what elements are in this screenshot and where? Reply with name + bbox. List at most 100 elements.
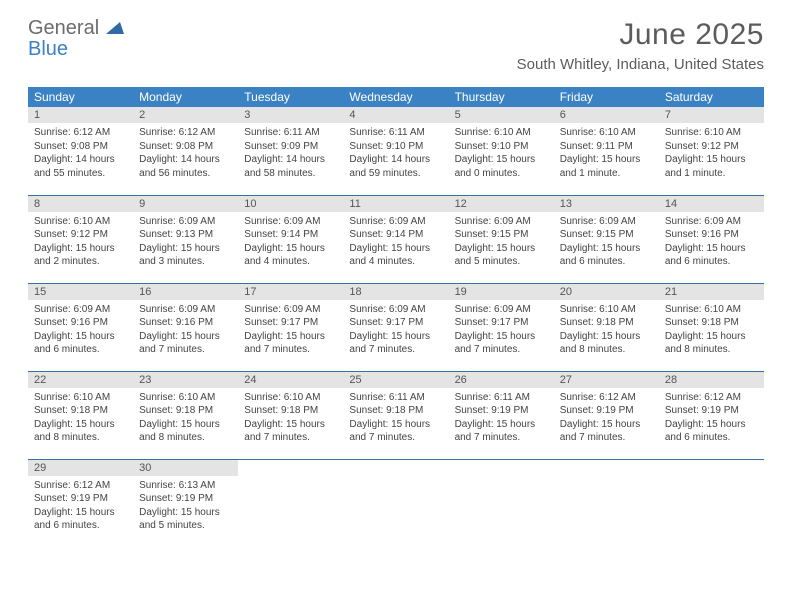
day-detail: Sunrise: 6:12 AMSunset: 9:19 PMDaylight:… [659,388,764,449]
calendar-cell: 5Sunrise: 6:10 AMSunset: 9:10 PMDaylight… [449,107,554,195]
weekday-header: Monday [133,87,238,107]
day-number: 12 [449,196,554,212]
calendar-cell: 1Sunrise: 6:12 AMSunset: 9:08 PMDaylight… [28,107,133,195]
day-detail: Sunrise: 6:09 AMSunset: 9:16 PMDaylight:… [28,300,133,361]
day-number: 27 [554,372,659,388]
calendar-cell: 21Sunrise: 6:10 AMSunset: 9:18 PMDayligh… [659,283,764,371]
day-number: 1 [28,107,133,123]
day-detail: Sunrise: 6:10 AMSunset: 9:18 PMDaylight:… [28,388,133,449]
day-number: 21 [659,284,764,300]
day-detail: Sunrise: 6:09 AMSunset: 9:13 PMDaylight:… [133,212,238,273]
calendar-cell: 12Sunrise: 6:09 AMSunset: 9:15 PMDayligh… [449,195,554,283]
day-detail: Sunrise: 6:09 AMSunset: 9:14 PMDaylight:… [238,212,343,273]
day-detail: Sunrise: 6:09 AMSunset: 9:15 PMDaylight:… [554,212,659,273]
day-detail: Sunrise: 6:09 AMSunset: 9:16 PMDaylight:… [133,300,238,361]
calendar-table: SundayMondayTuesdayWednesdayThursdayFrid… [28,87,764,547]
calendar-cell: 27Sunrise: 6:12 AMSunset: 9:19 PMDayligh… [554,371,659,459]
location-text: South Whitley, Indiana, United States [517,56,764,73]
day-detail: Sunrise: 6:11 AMSunset: 9:09 PMDaylight:… [238,123,343,184]
calendar-cell: 4Sunrise: 6:11 AMSunset: 9:10 PMDaylight… [343,107,448,195]
day-number: 5 [449,107,554,123]
calendar-cell [238,459,343,547]
calendar-cell [554,459,659,547]
day-detail: Sunrise: 6:10 AMSunset: 9:10 PMDaylight:… [449,123,554,184]
title-block: June 2025 South Whitley, Indiana, United… [517,18,764,73]
calendar-cell: 8Sunrise: 6:10 AMSunset: 9:12 PMDaylight… [28,195,133,283]
triangle-icon [106,21,124,38]
day-detail: Sunrise: 6:10 AMSunset: 9:12 PMDaylight:… [28,212,133,273]
day-number: 8 [28,196,133,212]
calendar-cell: 20Sunrise: 6:10 AMSunset: 9:18 PMDayligh… [554,283,659,371]
calendar-cell: 16Sunrise: 6:09 AMSunset: 9:16 PMDayligh… [133,283,238,371]
calendar-cell: 18Sunrise: 6:09 AMSunset: 9:17 PMDayligh… [343,283,448,371]
calendar-cell [343,459,448,547]
day-number: 7 [659,107,764,123]
day-detail: Sunrise: 6:12 AMSunset: 9:08 PMDaylight:… [133,123,238,184]
day-number: 17 [238,284,343,300]
day-number: 2 [133,107,238,123]
day-number: 25 [343,372,448,388]
day-number: 15 [28,284,133,300]
day-number: 28 [659,372,764,388]
day-detail: Sunrise: 6:10 AMSunset: 9:18 PMDaylight:… [238,388,343,449]
day-number: 19 [449,284,554,300]
day-detail: Sunrise: 6:10 AMSunset: 9:18 PMDaylight:… [659,300,764,361]
day-detail: Sunrise: 6:11 AMSunset: 9:18 PMDaylight:… [343,388,448,449]
logo-text-blue: Blue [28,38,68,60]
day-number: 11 [343,196,448,212]
calendar-cell: 25Sunrise: 6:11 AMSunset: 9:18 PMDayligh… [343,371,448,459]
calendar-cell: 9Sunrise: 6:09 AMSunset: 9:13 PMDaylight… [133,195,238,283]
day-number: 3 [238,107,343,123]
day-detail: Sunrise: 6:12 AMSunset: 9:19 PMDaylight:… [554,388,659,449]
calendar-cell: 26Sunrise: 6:11 AMSunset: 9:19 PMDayligh… [449,371,554,459]
calendar-head: SundayMondayTuesdayWednesdayThursdayFrid… [28,87,764,107]
page-header: General Blue June 2025 South Whitley, In… [0,0,792,79]
logo-text-general: General [28,17,99,39]
weekday-header: Tuesday [238,87,343,107]
calendar-cell: 28Sunrise: 6:12 AMSunset: 9:19 PMDayligh… [659,371,764,459]
calendar-cell: 3Sunrise: 6:11 AMSunset: 9:09 PMDaylight… [238,107,343,195]
weekday-header: Saturday [659,87,764,107]
day-detail: Sunrise: 6:13 AMSunset: 9:19 PMDaylight:… [133,476,238,537]
calendar-cell: 19Sunrise: 6:09 AMSunset: 9:17 PMDayligh… [449,283,554,371]
calendar-cell: 29Sunrise: 6:12 AMSunset: 9:19 PMDayligh… [28,459,133,547]
day-number: 9 [133,196,238,212]
weekday-header: Friday [554,87,659,107]
day-number: 14 [659,196,764,212]
day-detail: Sunrise: 6:09 AMSunset: 9:14 PMDaylight:… [343,212,448,273]
month-title: June 2025 [517,18,764,52]
calendar-cell: 17Sunrise: 6:09 AMSunset: 9:17 PMDayligh… [238,283,343,371]
day-number: 22 [28,372,133,388]
calendar-cell: 10Sunrise: 6:09 AMSunset: 9:14 PMDayligh… [238,195,343,283]
calendar-cell [659,459,764,547]
day-number: 6 [554,107,659,123]
day-number: 10 [238,196,343,212]
day-number: 30 [133,460,238,476]
calendar-cell: 15Sunrise: 6:09 AMSunset: 9:16 PMDayligh… [28,283,133,371]
day-number: 26 [449,372,554,388]
day-detail: Sunrise: 6:10 AMSunset: 9:18 PMDaylight:… [554,300,659,361]
day-number: 16 [133,284,238,300]
calendar-cell: 22Sunrise: 6:10 AMSunset: 9:18 PMDayligh… [28,371,133,459]
day-detail: Sunrise: 6:09 AMSunset: 9:16 PMDaylight:… [659,212,764,273]
day-detail: Sunrise: 6:09 AMSunset: 9:17 PMDaylight:… [343,300,448,361]
calendar-cell: 2Sunrise: 6:12 AMSunset: 9:08 PMDaylight… [133,107,238,195]
day-detail: Sunrise: 6:11 AMSunset: 9:10 PMDaylight:… [343,123,448,184]
calendar-cell: 24Sunrise: 6:10 AMSunset: 9:18 PMDayligh… [238,371,343,459]
day-detail: Sunrise: 6:10 AMSunset: 9:18 PMDaylight:… [133,388,238,449]
calendar-cell: 23Sunrise: 6:10 AMSunset: 9:18 PMDayligh… [133,371,238,459]
day-number: 18 [343,284,448,300]
calendar-cell [449,459,554,547]
weekday-header: Thursday [449,87,554,107]
calendar-cell: 6Sunrise: 6:10 AMSunset: 9:11 PMDaylight… [554,107,659,195]
day-detail: Sunrise: 6:11 AMSunset: 9:19 PMDaylight:… [449,388,554,449]
day-detail: Sunrise: 6:09 AMSunset: 9:17 PMDaylight:… [449,300,554,361]
day-number: 23 [133,372,238,388]
day-detail: Sunrise: 6:10 AMSunset: 9:11 PMDaylight:… [554,123,659,184]
day-number: 29 [28,460,133,476]
weekday-header: Sunday [28,87,133,107]
calendar-body: 1Sunrise: 6:12 AMSunset: 9:08 PMDaylight… [28,107,764,547]
day-number: 4 [343,107,448,123]
day-detail: Sunrise: 6:09 AMSunset: 9:17 PMDaylight:… [238,300,343,361]
calendar-cell: 11Sunrise: 6:09 AMSunset: 9:14 PMDayligh… [343,195,448,283]
